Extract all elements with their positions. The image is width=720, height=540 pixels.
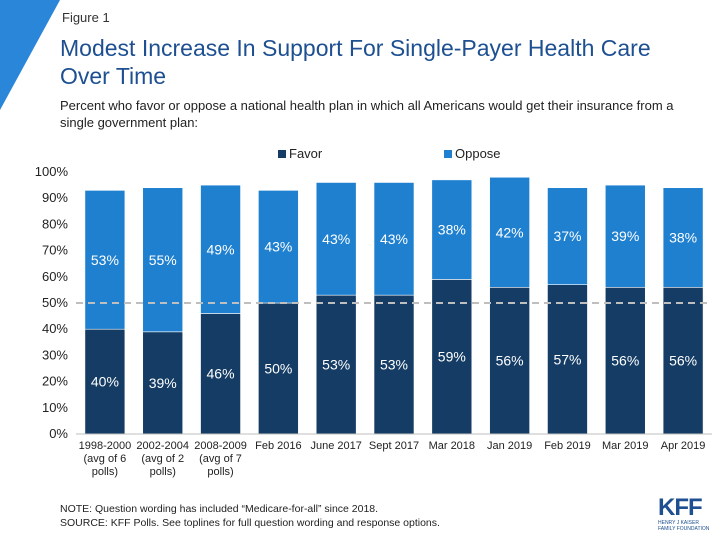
legend-swatch	[278, 150, 286, 158]
data-label-oppose: 43%	[322, 231, 350, 247]
y-tick-label: 90%	[42, 190, 68, 205]
y-tick-label: 30%	[42, 347, 68, 362]
x-tick-label: 1998-2000	[79, 440, 132, 452]
source-text: SOURCE: KFF Polls. See toplines for full…	[60, 517, 440, 529]
y-tick-label: 80%	[42, 216, 68, 231]
logo-subtext-1: Henry J Kaiser	[658, 520, 699, 526]
x-tick-label: Sept 2017	[369, 440, 419, 452]
y-tick-label: 0%	[49, 426, 68, 441]
bar-favor	[547, 284, 588, 435]
bar-oppose	[662, 187, 704, 288]
data-label-favor: 56%	[496, 353, 524, 369]
bar-oppose	[547, 187, 588, 285]
x-tick-label: polls)	[207, 466, 233, 478]
bar-favor	[315, 294, 357, 435]
data-label-oppose: 39%	[611, 228, 639, 244]
data-label-oppose: 42%	[496, 224, 524, 240]
data-label-oppose: 53%	[91, 252, 119, 268]
data-label-favor: 39%	[149, 375, 177, 391]
data-label-oppose: 38%	[438, 222, 466, 238]
note-text: NOTE: Question wording has included “Med…	[60, 503, 379, 515]
data-label-favor: 56%	[669, 353, 697, 369]
x-tick-label: polls)	[92, 466, 118, 478]
x-tick-label: (avg of 2	[141, 453, 184, 465]
footnote: NOTE: Question wording has included “Med…	[60, 502, 440, 530]
logo-mark: KFF	[658, 494, 703, 521]
data-label-oppose: 37%	[553, 228, 581, 244]
bar-favor	[142, 331, 184, 435]
x-tick-label: polls)	[150, 466, 176, 478]
data-label-favor: 53%	[380, 357, 408, 373]
data-label-favor: 40%	[91, 374, 119, 390]
data-label-favor: 56%	[611, 353, 639, 369]
logo-subtext-2: Family Foundation	[658, 526, 710, 532]
x-tick-label: Apr 2019	[661, 440, 706, 452]
corner-accent	[0, 0, 60, 110]
y-tick-label: 100%	[35, 164, 69, 179]
kff-logo: KFF Henry J Kaiser Family Foundation	[658, 494, 718, 533]
x-tick-label: (avg of 7	[199, 453, 242, 465]
bar-oppose	[258, 190, 299, 304]
data-label-favor: 53%	[322, 357, 350, 373]
y-tick-label: 20%	[42, 374, 68, 389]
bar-oppose	[142, 187, 184, 333]
y-tick-label: 40%	[42, 321, 68, 336]
legend-swatch	[444, 150, 452, 158]
bar-favor	[373, 294, 415, 435]
legend-label: Favor	[289, 146, 323, 161]
x-tick-label: 2008-2009	[194, 440, 247, 452]
chart-subtitle: Percent who favor or oppose a national h…	[60, 98, 674, 130]
x-tick-label: June 2017	[310, 440, 361, 452]
bar-oppose	[373, 182, 415, 296]
bar-oppose	[200, 184, 241, 314]
x-tick-label: Mar 2019	[602, 440, 648, 452]
y-tick-label: 50%	[42, 295, 68, 310]
data-label-favor: 46%	[207, 366, 235, 382]
x-tick-label: Mar 2018	[429, 440, 475, 452]
bar-oppose	[604, 184, 646, 288]
y-tick-label: 60%	[42, 269, 68, 284]
bar-oppose	[431, 179, 473, 280]
data-label-oppose: 49%	[207, 241, 235, 257]
x-tick-label: Jan 2019	[487, 440, 532, 452]
data-label-oppose: 55%	[149, 252, 177, 268]
bar-oppose	[489, 176, 530, 288]
bar-favor	[258, 302, 299, 435]
bar-favor	[84, 328, 126, 435]
x-tick-label: Feb 2019	[544, 440, 590, 452]
legend-label: Oppose	[455, 146, 501, 161]
bar-oppose	[315, 182, 357, 296]
x-tick-label: 2002-2004	[136, 440, 189, 452]
bar-favor	[604, 286, 646, 435]
y-tick-label: 70%	[42, 243, 68, 258]
data-label-oppose: 38%	[669, 230, 697, 246]
x-tick-label: Feb 2016	[255, 440, 301, 452]
data-label-oppose: 43%	[380, 231, 408, 247]
y-tick-label: 10%	[42, 400, 68, 415]
data-label-favor: 59%	[438, 349, 466, 365]
data-label-oppose: 43%	[264, 239, 292, 255]
figure-label: Figure 1	[62, 10, 110, 25]
chart-title: Modest Increase In Support For Single-Pa…	[60, 35, 651, 89]
data-label-favor: 50%	[264, 361, 292, 377]
stacked-bar-chart: 0% 10% 20% 30% 40% 50% 60% 70% 80% 90% 100% 40% 53% 1…	[35, 146, 712, 478]
bar-oppose	[84, 190, 126, 330]
x-tick-label: (avg of 6	[84, 453, 127, 465]
data-label-favor: 57%	[553, 351, 581, 367]
